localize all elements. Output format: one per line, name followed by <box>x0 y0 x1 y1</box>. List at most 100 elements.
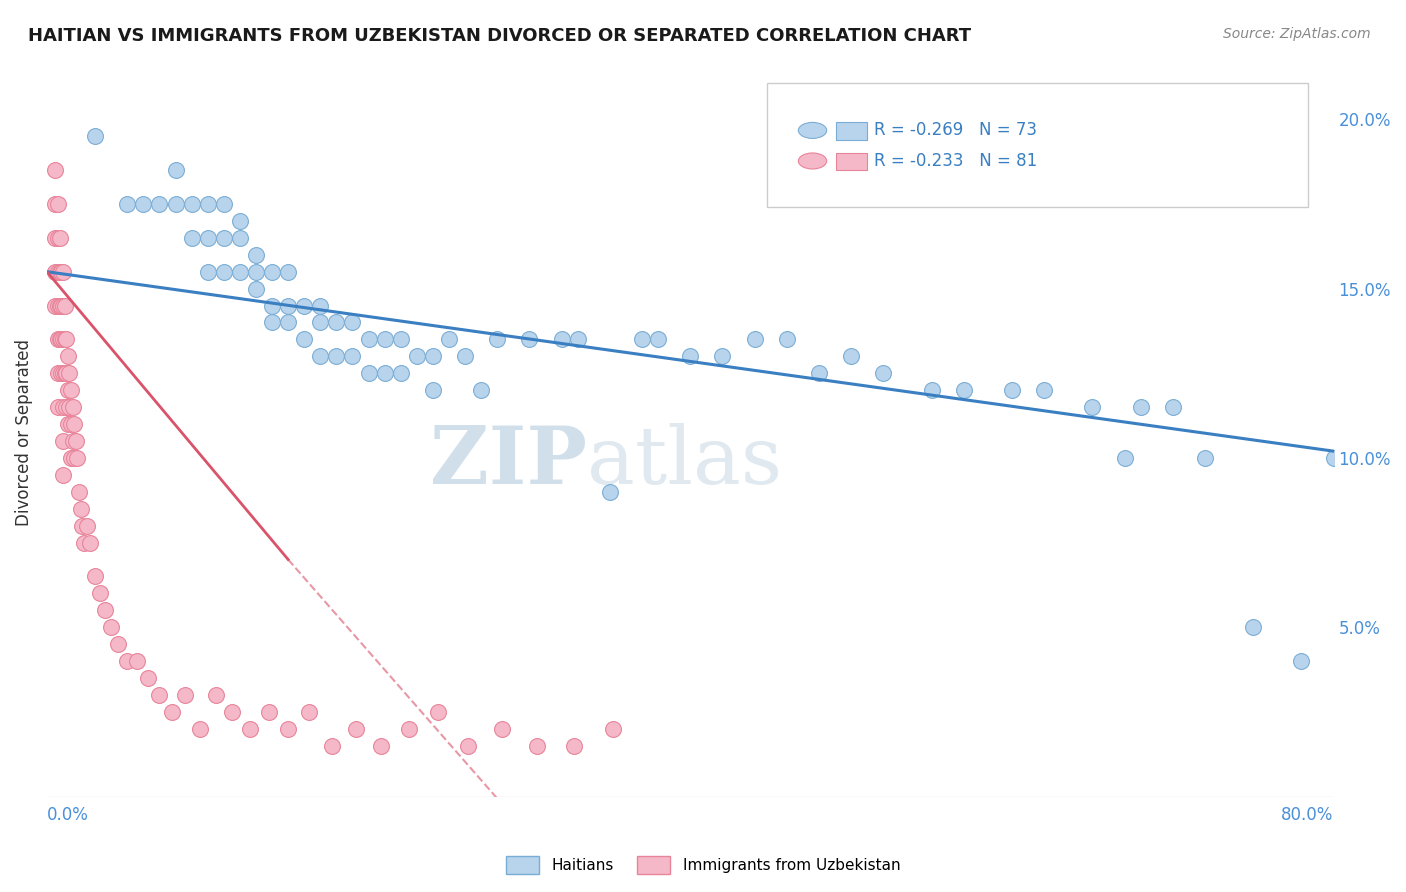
Point <box>52 434 75 448</box>
Point <box>197 265 219 279</box>
Point <box>370 739 392 753</box>
Point <box>212 231 235 245</box>
Point <box>309 349 332 363</box>
Text: 80.0%: 80.0% <box>1281 806 1334 824</box>
Point <box>454 349 477 363</box>
Point <box>174 688 197 702</box>
Point <box>53 299 76 313</box>
Point <box>79 535 101 549</box>
Point <box>76 518 98 533</box>
Point <box>262 265 284 279</box>
Point <box>52 333 75 347</box>
Point <box>51 299 73 313</box>
Point <box>148 688 170 702</box>
Circle shape <box>799 153 827 169</box>
Point <box>44 197 66 211</box>
Point <box>84 129 107 144</box>
Point <box>148 197 170 211</box>
Point <box>426 705 449 719</box>
Point <box>470 383 492 397</box>
Text: HAITIAN VS IMMIGRANTS FROM UZBEKISTAN DIVORCED OR SEPARATED CORRELATION CHART: HAITIAN VS IMMIGRANTS FROM UZBEKISTAN DI… <box>28 27 972 45</box>
Point <box>117 197 139 211</box>
Point <box>58 366 80 380</box>
Point <box>204 688 226 702</box>
Point <box>229 265 252 279</box>
Point <box>44 299 66 313</box>
Point <box>46 265 69 279</box>
Point <box>132 197 155 211</box>
Point <box>60 383 83 397</box>
Point <box>457 739 479 753</box>
Point <box>46 366 69 380</box>
Point <box>647 333 669 347</box>
Point <box>325 349 347 363</box>
Point <box>631 333 654 347</box>
Point <box>262 316 284 330</box>
Point <box>188 722 211 736</box>
Point <box>1194 450 1216 465</box>
Point <box>1241 620 1264 634</box>
Point <box>69 501 91 516</box>
Point <box>62 400 84 414</box>
Point <box>180 231 202 245</box>
Point <box>839 349 862 363</box>
Point <box>602 722 624 736</box>
Point <box>277 316 299 330</box>
Point <box>277 722 299 736</box>
Point <box>245 282 267 296</box>
Point <box>49 265 72 279</box>
Point <box>65 434 87 448</box>
Point <box>374 333 396 347</box>
Point <box>56 417 79 431</box>
Point <box>44 265 66 279</box>
Point <box>49 299 72 313</box>
Point <box>342 316 364 330</box>
Point <box>212 197 235 211</box>
Point <box>550 333 572 347</box>
Point <box>229 231 252 245</box>
Point <box>292 299 315 313</box>
Text: Source: ZipAtlas.com: Source: ZipAtlas.com <box>1223 27 1371 41</box>
Text: ZIP: ZIP <box>430 423 588 500</box>
Point <box>63 450 86 465</box>
Point <box>55 333 77 347</box>
Point <box>52 299 75 313</box>
Point <box>197 197 219 211</box>
Bar <box>835 153 866 170</box>
Point <box>117 654 139 668</box>
Point <box>56 383 79 397</box>
Point <box>51 265 73 279</box>
Point <box>55 400 77 414</box>
Point <box>357 366 380 380</box>
Point <box>56 349 79 363</box>
Point <box>422 383 444 397</box>
Point <box>921 383 943 397</box>
Point <box>257 705 280 719</box>
Point <box>872 366 894 380</box>
Point <box>51 366 73 380</box>
Point <box>1033 383 1056 397</box>
Text: R = -0.233   N = 81: R = -0.233 N = 81 <box>875 152 1038 170</box>
Point <box>776 333 799 347</box>
Point <box>107 637 129 651</box>
Point <box>73 535 96 549</box>
Point <box>60 450 83 465</box>
Point <box>229 214 252 228</box>
Point <box>66 450 89 465</box>
Point <box>44 231 66 245</box>
Text: 0.0%: 0.0% <box>46 806 89 824</box>
Point <box>51 333 73 347</box>
Point <box>277 299 299 313</box>
Legend: Haitians, Immigrants from Uzbekistan: Haitians, Immigrants from Uzbekistan <box>499 850 907 880</box>
Point <box>162 705 184 719</box>
Bar <box>835 122 866 140</box>
Point <box>405 349 427 363</box>
Point <box>599 484 621 499</box>
Point <box>62 434 84 448</box>
Point <box>292 333 315 347</box>
Text: atlas: atlas <box>588 423 783 500</box>
Point <box>94 603 117 617</box>
Point <box>136 671 159 685</box>
Point <box>374 366 396 380</box>
Point <box>46 299 69 313</box>
